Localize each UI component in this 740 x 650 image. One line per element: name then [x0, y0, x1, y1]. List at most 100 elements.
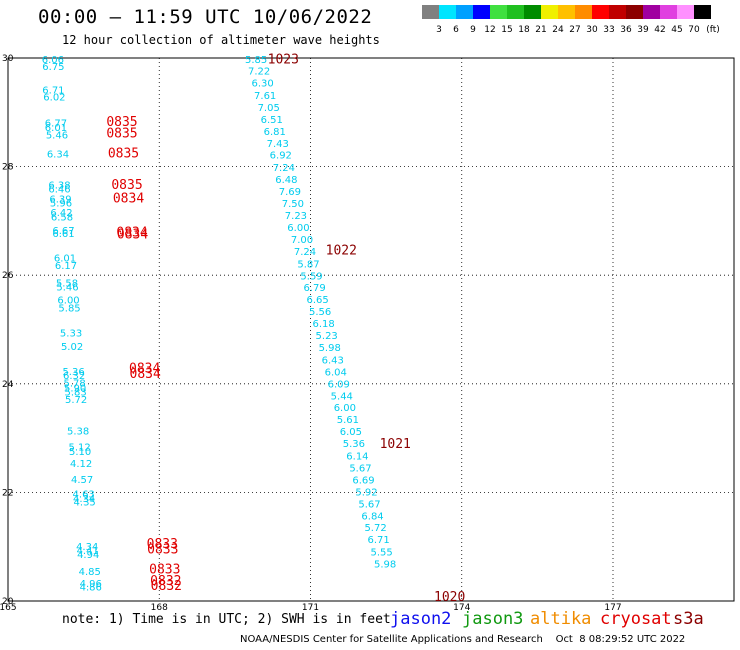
- map-frame: [7, 57, 735, 602]
- swh-value: 4.34: [73, 494, 95, 505]
- swh-value: 5.02: [61, 342, 83, 353]
- swh-value: 6.39: [49, 195, 71, 206]
- legend-jason2: jason2: [390, 609, 452, 629]
- swh-value: 5.46: [56, 283, 78, 294]
- swh-value: 5.58: [56, 278, 78, 289]
- swh-value: 5.87: [297, 259, 319, 270]
- page-title: 00:00 – 11:59 UTC 10/06/2022: [38, 6, 373, 28]
- map-axis-labels: 165 168 171 174 177 30 28 26 24 22 20: [0, 54, 622, 610]
- s3a-pass-time: 1022: [326, 243, 357, 258]
- longitude-label: 177: [604, 603, 621, 610]
- swh-value: 6.71: [42, 86, 64, 97]
- color-swatch: [660, 5, 677, 19]
- cryosat-pass-time: 0832: [151, 579, 182, 594]
- cryosat-pass-time: 0835: [108, 147, 139, 162]
- color-swatch: [524, 5, 541, 19]
- latitude-label: 20: [2, 597, 14, 607]
- swh-value: 5.90: [64, 384, 86, 395]
- cryosat-pass-time: 0835: [106, 127, 137, 142]
- legend-jason3: jason3: [462, 609, 524, 629]
- color-swatch: [490, 5, 507, 19]
- map-grid: [7, 57, 735, 602]
- swh-value: 5.92: [355, 487, 377, 498]
- cryosat-pass-time: 0832: [150, 574, 181, 589]
- swh-value: 6.65: [306, 295, 328, 306]
- latitude-label: 22: [2, 488, 13, 498]
- color-scale-label: 42: [654, 25, 666, 35]
- swh-value: 5.61: [337, 415, 359, 426]
- swh-value: 5.67: [349, 464, 371, 475]
- swh-value: 5.36: [343, 439, 365, 450]
- page-subtitle: 12 hour collection of altimeter wave hei…: [62, 33, 380, 47]
- cryosat-pass-time: 0835: [106, 115, 137, 130]
- swh-value: 5.85: [58, 303, 80, 314]
- swh-value: 6.17: [55, 261, 77, 272]
- legend-altika: altika: [530, 609, 592, 629]
- color-swatch: [456, 5, 473, 19]
- color-swatch: [626, 5, 643, 19]
- color-scale-label: 70: [688, 25, 700, 35]
- longitude-label: 174: [453, 603, 470, 610]
- swh-value: 5.46: [46, 131, 68, 142]
- swh-value: 7.23: [285, 211, 307, 222]
- swh-value: 4.41: [77, 546, 99, 557]
- longitude-label: 168: [151, 603, 168, 610]
- color-scale-label: 6: [453, 25, 459, 35]
- swh-value: 6.42: [50, 208, 72, 219]
- cryosat-pass-time: 0834: [113, 192, 144, 207]
- swh-value: 4.94: [77, 550, 99, 561]
- s3a-pass-time: 1021: [380, 437, 411, 452]
- color-swatch: [609, 5, 626, 19]
- swh-value: 5.78: [63, 378, 85, 389]
- color-swatch: [422, 5, 439, 19]
- cryosat-pass-time: 0833: [149, 563, 180, 578]
- swh-value: 6.18: [313, 319, 335, 330]
- longitude-label: 165: [0, 603, 17, 610]
- swh-value: 5.56: [309, 307, 331, 318]
- color-scale-unit: (ft): [706, 25, 720, 35]
- swh-value: 6.61: [52, 229, 74, 240]
- swh-value: 6.09: [328, 379, 350, 390]
- swh-value: 5.23: [316, 331, 338, 342]
- swh-value: 4.63: [73, 490, 95, 501]
- swh-value: 6.84: [361, 511, 383, 522]
- swh-value: 5.85: [245, 55, 267, 66]
- swh-value: 6.05: [340, 427, 362, 438]
- swh-value: 7.50: [282, 199, 304, 210]
- swh-value: 7.69: [279, 187, 301, 198]
- color-scale-label: 15: [501, 25, 513, 35]
- color-scale-label: 45: [671, 25, 683, 35]
- latitude-label: 28: [2, 163, 14, 173]
- cryosat-pass-time: 0833: [147, 537, 178, 552]
- color-scale-label: 9: [470, 25, 476, 35]
- longitude-label: 171: [302, 603, 319, 610]
- swh-value: 6.71: [367, 535, 389, 546]
- swh-value: 5.59: [300, 271, 322, 282]
- swh-value: 4.34: [76, 542, 98, 553]
- color-swatch: [592, 5, 609, 19]
- swh-value: 7.22: [248, 67, 270, 78]
- swh-value: 4.12: [70, 459, 92, 470]
- s3a-pass-time: 1020: [434, 590, 465, 605]
- swh-value: 4.85: [79, 567, 101, 578]
- swh-value: 6.01: [45, 123, 67, 134]
- swh-value: 7.00: [291, 235, 313, 246]
- swh-value: 4.57: [71, 475, 93, 486]
- swh-value: 5.72: [364, 523, 386, 534]
- swh-value: 6.67: [52, 226, 74, 237]
- swh-value: 6.81: [264, 127, 286, 138]
- color-swatch: [541, 5, 558, 19]
- swh-value: 5.44: [331, 391, 353, 402]
- swh-value: 5.98: [374, 560, 396, 571]
- swh-value: 6.00: [287, 223, 309, 234]
- swh-value: 6.06: [42, 55, 64, 66]
- swh-value: 4.86: [80, 582, 102, 593]
- latitude-label: 26: [2, 271, 14, 281]
- swh-value: 4.35: [74, 498, 96, 509]
- swh-value: 6.43: [322, 355, 344, 366]
- color-scale-label: 18: [518, 25, 530, 35]
- swh-value: 5.33: [60, 328, 82, 339]
- color-scale-label: 12: [484, 25, 496, 35]
- cryosat-pass-time: 0833: [147, 542, 178, 557]
- swh-value: 6.14: [346, 452, 368, 463]
